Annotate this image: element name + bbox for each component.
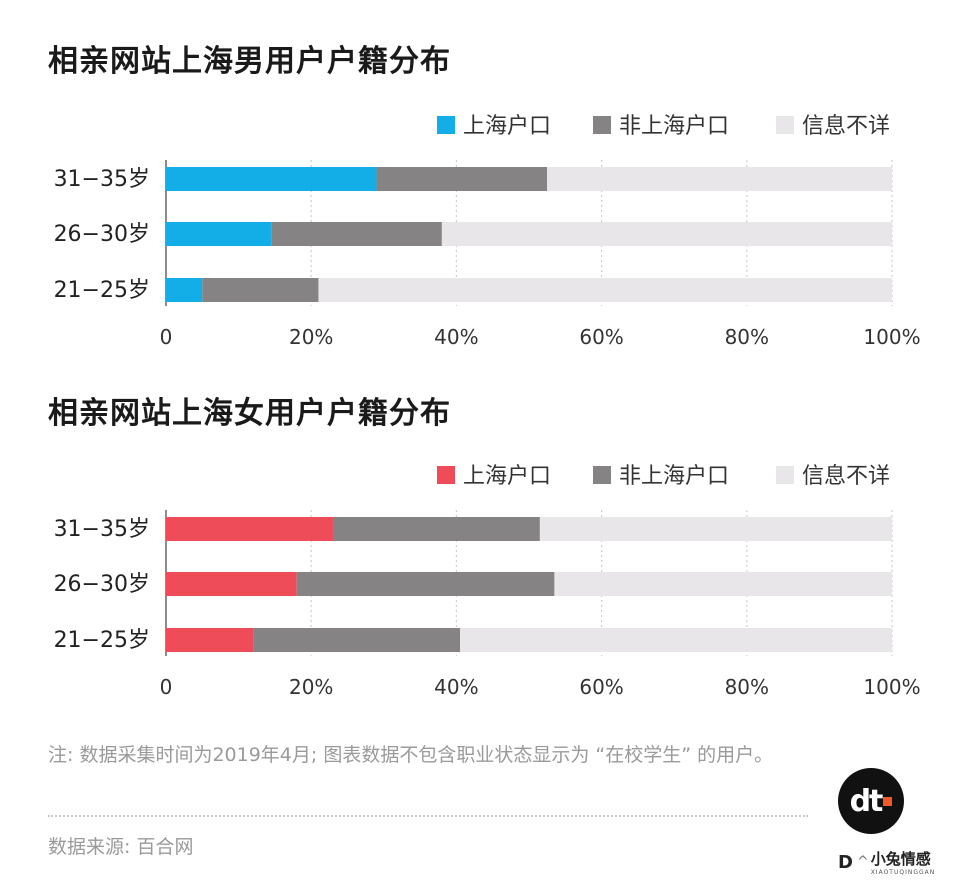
- bar-segment: [547, 167, 892, 191]
- bar-segment: [296, 572, 555, 596]
- category-label: 21−25岁: [54, 278, 150, 303]
- data-source: 数据来源: 百合网: [48, 836, 194, 858]
- x-tick-label: 60%: [579, 325, 623, 348]
- legend-label: 非上海户口: [619, 464, 729, 489]
- x-tick-label: 100%: [863, 675, 920, 698]
- legend-swatch: [437, 466, 455, 484]
- corner-brand-cn: 小兔情感: [870, 850, 931, 868]
- x-tick-label: 20%: [289, 325, 333, 348]
- legend-label: 上海户口: [463, 114, 551, 139]
- chart-title-male: 相亲网站上海男用户户籍分布: [48, 44, 451, 79]
- x-tick-label: 0: [160, 325, 173, 348]
- bar-segment: [318, 278, 893, 302]
- legend-swatch: [593, 116, 611, 134]
- footnote: 注: 数据采集时间为2019年4月; 图表数据不包含职业状态显示为 “在校学生”…: [48, 744, 774, 766]
- bar-segment: [539, 517, 892, 541]
- bar-segment: [271, 222, 442, 246]
- bar-segment: [253, 628, 461, 652]
- dt-logo: dt: [838, 768, 904, 834]
- legend-swatch: [776, 466, 794, 484]
- bar-segment: [166, 628, 254, 652]
- bar-segment: [332, 517, 540, 541]
- x-tick-label: 80%: [725, 325, 769, 348]
- x-tick-label: 60%: [579, 675, 623, 698]
- category-label: 31−35岁: [54, 167, 150, 192]
- legend-swatch: [776, 116, 794, 134]
- bar-segment: [460, 628, 892, 652]
- bar-segment: [202, 278, 319, 302]
- category-label: 26−30岁: [54, 572, 150, 597]
- bar-segment: [441, 222, 892, 246]
- bar-segment: [166, 222, 272, 246]
- legend-swatch: [593, 466, 611, 484]
- bar-segment: [166, 572, 297, 596]
- bar-segment: [376, 167, 548, 191]
- chart-title-female: 相亲网站上海女用户户籍分布: [48, 396, 451, 431]
- legend-swatch: [437, 116, 455, 134]
- x-tick-label: 100%: [863, 325, 920, 348]
- footer-divider: [48, 815, 808, 817]
- x-tick-label: 20%: [289, 675, 333, 698]
- x-tick-label: 40%: [434, 325, 478, 348]
- corner-watermark: D ^ 小兔情感 XIAOTUQINGGAN: [838, 842, 956, 882]
- bar-segment: [166, 517, 333, 541]
- female-household-chart: 0 20% 40% 60% 80% 100% 上海户口 非上海户口 信息不详 31−35岁 26−3…: [54, 464, 921, 698]
- corner-letter: D: [838, 851, 853, 873]
- x-tick-label: 0: [160, 675, 173, 698]
- logo-dot: [883, 796, 893, 806]
- legend-label: 上海户口: [463, 464, 551, 489]
- logo-text: dt: [849, 783, 884, 819]
- corner-brand: 小兔情感 XIAOTUQINGGAN: [871, 848, 936, 876]
- bar-segment: [166, 167, 377, 191]
- category-label: 31−35岁: [54, 517, 150, 542]
- legend-label: 信息不详: [802, 114, 890, 139]
- rabbit-icon: ^: [856, 854, 869, 870]
- x-tick-label: 80%: [725, 675, 769, 698]
- category-label: 26−30岁: [54, 222, 150, 247]
- corner-brand-en: XIAOTUQINGGAN: [870, 869, 936, 876]
- bar-segment: [554, 572, 892, 596]
- category-label: 21−25岁: [54, 628, 150, 653]
- legend-label: 信息不详: [802, 464, 890, 489]
- x-tick-label: 40%: [434, 675, 478, 698]
- bar-segment: [166, 278, 203, 302]
- male-household-chart: 0 20% 40% 60% 80% 100% 上海户口 非上海户口 信息不详 31−35岁 26−3…: [54, 114, 921, 348]
- legend-label: 非上海户口: [619, 114, 729, 139]
